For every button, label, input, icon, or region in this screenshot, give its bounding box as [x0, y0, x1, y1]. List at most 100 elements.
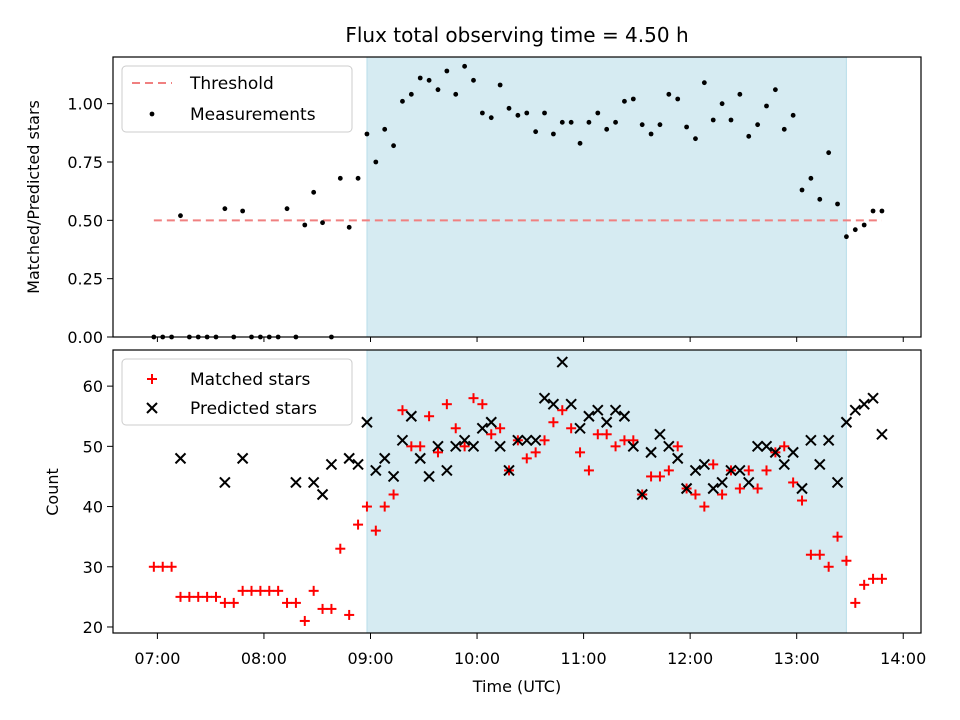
matched-star-point: [264, 585, 275, 596]
bottom-legend: Matched stars Predicted stars: [121, 358, 353, 426]
top-y-axis-label: Matched/Predicted stars: [24, 100, 43, 294]
bottom-y-tick-label: 50: [83, 437, 103, 456]
bottom-legend-box: [121, 358, 353, 426]
top-legend: Threshold Measurements: [121, 65, 353, 133]
top-y-tick-label: 0.25: [67, 270, 103, 289]
predicted-star-point: [680, 482, 693, 495]
measurement-point: [826, 150, 832, 156]
x-tick-label: 10:00: [454, 649, 500, 668]
predicted-star-point: [592, 404, 604, 416]
measurement-point: [355, 175, 361, 181]
matched-star-point: [441, 399, 452, 410]
predicted-star-point: [760, 440, 773, 453]
matched-star-point: [805, 549, 816, 560]
predicted-star-point: [556, 356, 568, 368]
measurement-point: [781, 126, 787, 132]
predicted-star-point: [778, 458, 790, 471]
matched-star-point: [850, 597, 861, 608]
matched-star-point: [228, 597, 239, 608]
matched-star-point: [210, 591, 221, 602]
measurement-point: [666, 91, 672, 97]
matched-star-point: [308, 585, 319, 596]
predicted-star-point: [769, 446, 782, 459]
matched-star-point: [539, 435, 550, 446]
predicted-star-point: [796, 482, 808, 495]
predicted-star-point: [858, 398, 870, 410]
predicted-star-point: [512, 434, 524, 447]
matched-star-point: [353, 519, 364, 530]
predicted-star-point: [707, 482, 719, 495]
measurement-point: [471, 77, 476, 83]
top-y-tick-label: 0.75: [67, 153, 103, 172]
predicted-star-point: [387, 470, 400, 483]
predicted-star-point: [627, 440, 640, 453]
measurement-point: [488, 115, 494, 121]
matched-star-point: [859, 579, 870, 590]
predicted-star-point: [174, 452, 187, 465]
measurement-point: [675, 96, 681, 102]
matched-star-point: [273, 585, 284, 596]
predicted-star-point: [378, 452, 391, 465]
predicted-star-point: [396, 434, 409, 447]
measurement-point: [684, 124, 689, 130]
predicted-star-point: [485, 416, 497, 428]
matched-star-point: [752, 483, 763, 494]
matched-star-point: [832, 531, 843, 542]
measurement-point: [302, 222, 308, 228]
bottom-axes: 20 30 40 50 60 07:00 08:00 09:00 10:00 11:00 12:00…: [43, 349, 926, 696]
measurement-point: [693, 136, 698, 142]
predicted-star-point: [831, 476, 844, 489]
matched-star-point: [663, 465, 674, 476]
measurement-point: [479, 110, 485, 116]
measurement-point: [435, 87, 441, 93]
measurement-point: [426, 77, 432, 83]
matched-star-point: [583, 465, 594, 476]
measurement-point: [755, 122, 761, 128]
measurement-point: [835, 201, 840, 207]
legend-threshold-label: Threshold: [189, 74, 274, 94]
predicted-star-point: [503, 464, 515, 477]
measurement-point: [746, 133, 752, 139]
measurement-point: [284, 206, 290, 212]
matched-star-point: [521, 453, 532, 464]
measurement-point: [710, 117, 716, 123]
matched-star-point: [468, 393, 479, 404]
predicted-star-point: [751, 440, 764, 453]
matched-star-point: [654, 471, 665, 482]
measurement-point: [772, 87, 778, 93]
matched-star-point: [184, 591, 195, 602]
predicted-star-point: [423, 470, 435, 483]
measurement-point: [515, 112, 521, 118]
measurement-point: [559, 119, 565, 125]
measurement-point: [568, 119, 574, 125]
matched-star-point: [814, 549, 825, 560]
measurement-point: [630, 96, 636, 102]
bottom-axes-frame: [112, 349, 922, 634]
x-tick-label: 14:00: [880, 649, 926, 668]
matched-star-point: [610, 441, 621, 452]
matched-star-point: [175, 591, 186, 602]
x-tick-label: 11:00: [561, 649, 607, 668]
matched-star-point: [601, 429, 612, 440]
predicted-star-point: [734, 464, 746, 477]
predicted-star-point: [467, 440, 480, 453]
predicted-star-point: [618, 410, 631, 422]
measurement-point: [506, 105, 512, 111]
measurement-point: [551, 131, 556, 137]
x-tick-label: 12:00: [667, 649, 713, 668]
predicted-star-point: [236, 452, 249, 465]
matched-star-point: [797, 495, 808, 506]
measurement-point: [604, 126, 610, 132]
predicted-star-point: [432, 440, 444, 453]
matched-star-point: [876, 573, 887, 584]
matched-star-point: [148, 561, 159, 572]
measurement-point: [400, 98, 405, 104]
matched-star-point: [335, 543, 346, 554]
measurement-point: [311, 189, 317, 195]
predicted-star-point: [840, 416, 853, 428]
measurement-point: [622, 98, 627, 104]
top-y-tick-label: 1.00: [67, 95, 103, 114]
matched-star-point: [699, 501, 710, 512]
predicted-star-point: [352, 458, 364, 471]
measurement-point: [657, 122, 663, 128]
